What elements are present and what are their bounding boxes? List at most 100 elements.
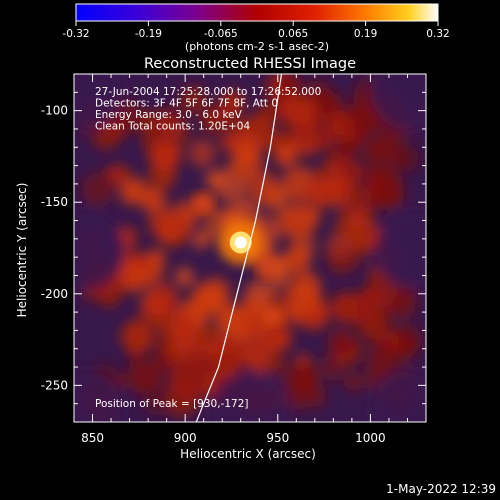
x-tick-label: 950 [266,431,289,445]
colorbar-unit-label: (photons cm-2 s-1 asec-2) [185,40,329,53]
heat-speckle [290,271,321,302]
heat-speckle [240,297,260,317]
colorbar [75,3,439,22]
chart-title: Reconstructed RHESSI Image [144,56,356,72]
heat-speckle [119,261,151,293]
heat-speckle [205,169,226,190]
colorbar-tick-label: 0.19 [354,28,377,40]
heat-speckle [174,267,195,287]
heat-speckle [283,245,311,273]
heat-speckle [199,225,218,244]
heat-speckle [280,203,317,240]
colorbar-tick-label: -0.19 [135,28,162,40]
heat-speckle [243,329,264,349]
colorbar-tick-label: -0.32 [62,28,89,40]
heat-speckle [271,356,288,373]
heat-speckle [155,211,191,247]
info-line: 27-Jun-2004 17:25:28.000 to 17:26:52.000 [95,86,321,98]
heat-speckle [316,161,345,190]
heat-speckle [274,145,297,167]
heat-speckle [148,248,166,266]
heat-speckle [290,363,319,391]
heat-speckle [165,119,191,145]
heat-speckle [167,365,197,396]
heat-speckle [327,327,354,354]
heat-edge [74,370,125,422]
x-tick-label: 1000 [355,431,386,445]
heat-speckle [120,319,154,353]
heat-speckle [212,101,238,127]
plot-area [74,74,426,422]
heat-speckle [119,177,148,206]
colorbar-tick-label: 0.32 [426,28,449,40]
heat-speckle [196,326,224,354]
heat-speckle [142,192,168,218]
peak-position-label: Position of Peak = [930,-172] [95,398,249,410]
heat-speckle [282,94,315,127]
heat-speckle [337,136,358,157]
heat-speckle [110,164,132,186]
solar-limb-curve [195,74,283,422]
heat-speckle [267,326,290,349]
y-axis-label: Heliocentric Y (arcsec) [15,183,29,318]
y-tick-label: -100 [41,104,68,118]
y-axis: -100 -150 -200 -250 [41,91,426,405]
heat-edge [74,210,125,290]
peak-center [234,236,247,249]
y-tick-label: -250 [41,378,68,392]
heatmap [74,74,426,422]
heat-speckle [81,172,115,206]
heat-speckle [326,242,360,275]
info-text: 27-Jun-2004 17:25:28.000 to 17:26:52.000… [95,86,321,133]
heat-speckle [371,176,405,210]
heat-speckle [375,338,392,355]
plot-frame [73,73,427,423]
heat-speckle [179,85,208,114]
heat-speckle [214,303,246,335]
heat-speckle [127,359,163,395]
info-line: Detectors: 3F 4F 5F 6F 7F 8F, Att 0 [95,98,278,110]
secondary-peak [256,259,277,280]
heat-edge [210,372,290,422]
heat-speckle [399,323,419,343]
x-axis: 850 900 950 1000 [81,74,408,445]
footer-date: 1-May-2022 12:39 [386,482,496,496]
y-tick-label: -200 [41,287,68,301]
x-axis-label: Heliocentric X (arcsec) [180,447,316,461]
info-line: Clean Total counts: 1.20E+04 [95,121,250,133]
heat-speckle [344,372,363,392]
info-line: Energy Range: 3.0 - 6.0 keV [95,109,243,121]
heat-speckle [200,276,232,309]
x-tick-label: 850 [81,431,104,445]
peaks-layer [193,192,285,326]
heat-speckle [147,283,179,315]
heat-speckle [349,217,379,248]
colorbar-ticks: -0.32 -0.19 -0.065 0.065 0.19 0.32 [62,21,450,40]
heat-edge [375,210,426,290]
heat-speckle [286,386,310,410]
heat-speckle [247,171,280,204]
heat-speckle [229,146,263,180]
colorbar-tick-label: -0.065 [204,28,238,40]
heat-speckle [188,139,216,167]
secondary-peak [264,305,285,326]
x-tick-label: 900 [174,431,197,445]
heat-edge [370,74,426,130]
heat-speckle [327,118,344,135]
secondary-peak [193,192,214,213]
heat-edge [370,370,426,422]
heat-edge [74,74,125,130]
heat-speckle [220,132,240,152]
heat-speckle [169,313,197,341]
colorbar-tick-label: 0.065 [278,28,308,40]
heat-speckle [154,353,172,370]
heat-speckle [150,143,180,172]
heat-speckle [339,187,366,214]
heat-speckle [241,114,276,149]
heat-speckle [329,293,356,320]
heat-speckle [142,386,172,416]
y-tick-label: -150 [41,195,68,209]
heat-speckle [281,75,303,97]
heat-speckle [371,130,398,157]
